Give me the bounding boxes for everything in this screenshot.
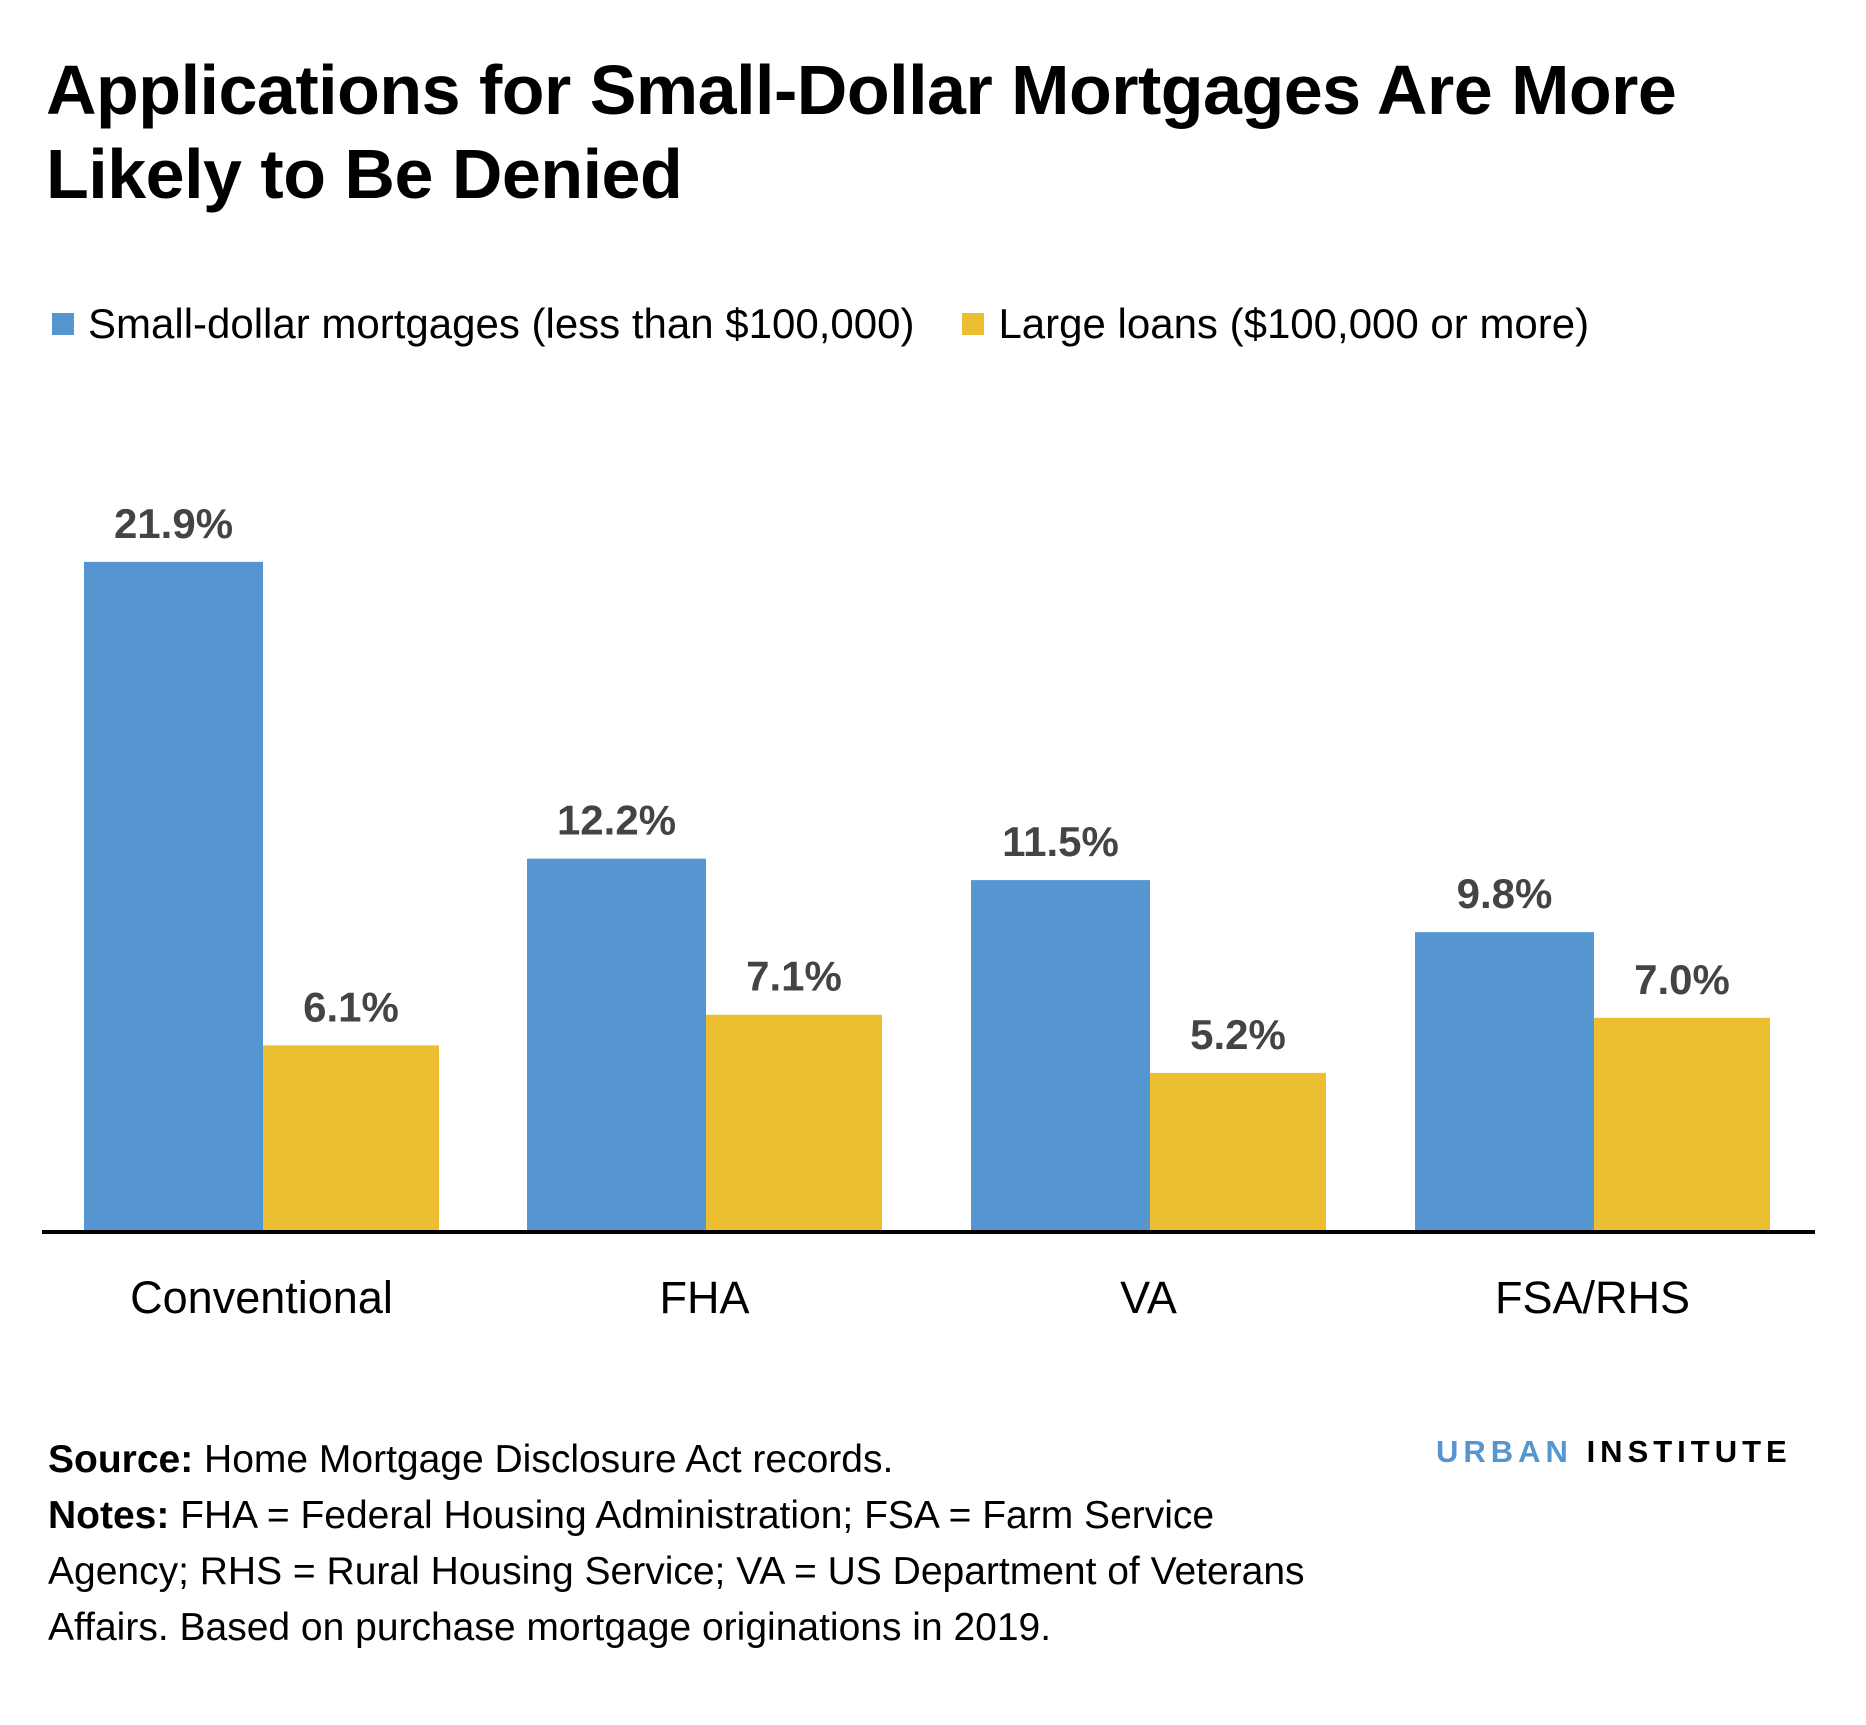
source-line: Source: Home Mortgage Disclosure Act rec… xyxy=(48,1432,1348,1488)
bar-conventional-large xyxy=(263,1045,439,1232)
bar-chart: 21.9% 6.1% Conventional 12.2% 7.1% FHA 11.5% 5.… xyxy=(42,500,1815,1323)
bar-conventional-small xyxy=(84,561,263,1232)
urban-institute-logo: URBAN INSTITUTE xyxy=(1436,1434,1792,1470)
data-label: 7.0% xyxy=(1634,956,1730,1003)
bar-va-large xyxy=(1150,1072,1326,1232)
data-label: 21.9% xyxy=(114,500,233,547)
source-text: Home Mortgage Disclosure Act records. xyxy=(193,1438,894,1481)
data-label: 12.2% xyxy=(557,797,676,844)
legend-item-large: Large loans ($100,000 or more) xyxy=(962,300,1589,348)
legend-swatch-large xyxy=(962,313,985,335)
data-label: 9.8% xyxy=(1457,870,1553,917)
category-label: FHA xyxy=(660,1272,750,1323)
bar-fha-large xyxy=(706,1014,882,1232)
category-label: VA xyxy=(1120,1272,1177,1323)
logo-urban: URBAN xyxy=(1436,1434,1573,1469)
logo-institute: INSTITUTE xyxy=(1586,1434,1792,1469)
bar-fsa-rhs-large xyxy=(1594,1017,1770,1232)
bar-fha-small xyxy=(527,858,706,1232)
legend-item-small: Small-dollar mortgages (less than $100,0… xyxy=(52,300,914,348)
category-label: Conventional xyxy=(130,1272,393,1323)
notes-text: FHA = Federal Housing Administration; FS… xyxy=(48,1494,1305,1649)
source-label: Source: xyxy=(48,1438,194,1481)
bar-fsa-rhs-small xyxy=(1415,932,1594,1232)
data-label: 6.1% xyxy=(303,983,399,1030)
data-label: 11.5% xyxy=(1002,818,1119,865)
chart-title: Applications for Small-Dollar Mortgages … xyxy=(46,51,1677,213)
notes: Source: Home Mortgage Disclosure Act rec… xyxy=(48,1432,1348,1656)
data-label: 5.2% xyxy=(1190,1011,1286,1058)
notes-label: Notes: xyxy=(48,1494,170,1537)
legend-swatch-small xyxy=(52,313,74,335)
legend: Small-dollar mortgages (less than $100,0… xyxy=(52,300,1637,348)
data-label: 7.1% xyxy=(746,953,842,1000)
category-label: FSA/RHS xyxy=(1495,1272,1690,1323)
legend-label-small: Small-dollar mortgages (less than $100,0… xyxy=(88,300,915,347)
legend-label-large: Large loans ($100,000 or more) xyxy=(998,300,1590,347)
bar-va-small xyxy=(971,880,1150,1232)
notes-line: Notes: FHA = Federal Housing Administrat… xyxy=(48,1488,1348,1656)
